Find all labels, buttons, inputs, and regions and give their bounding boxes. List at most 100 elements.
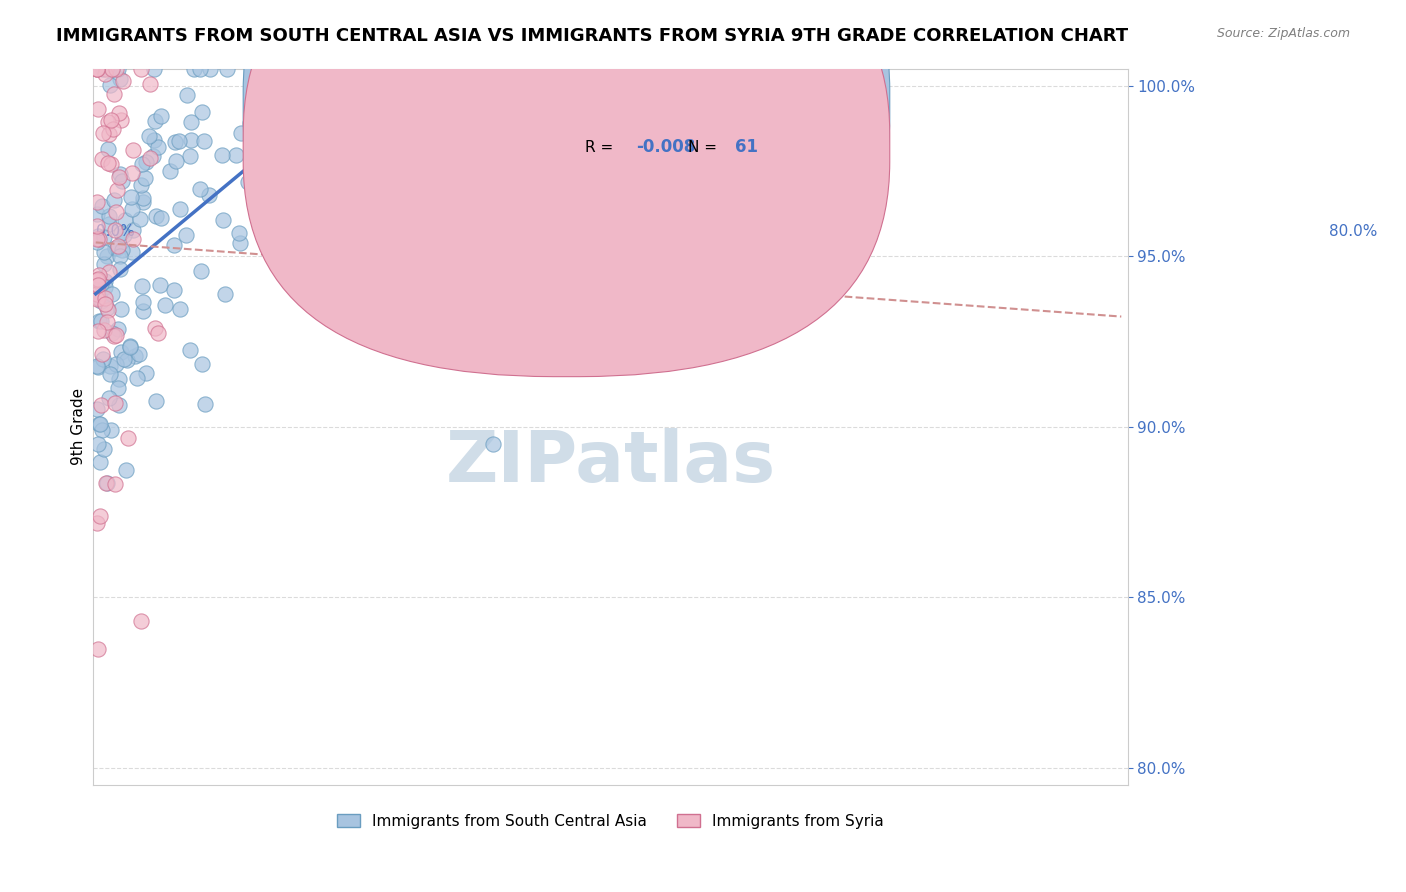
Point bbox=[482, 437, 505, 451]
Point bbox=[132, 191, 155, 205]
Point bbox=[214, 287, 236, 301]
Point bbox=[121, 202, 143, 216]
Point bbox=[308, 174, 330, 188]
Point bbox=[193, 135, 215, 149]
Point bbox=[107, 381, 129, 395]
Point bbox=[139, 151, 162, 165]
Point bbox=[169, 134, 191, 148]
Point bbox=[86, 62, 108, 76]
Text: N =: N = bbox=[688, 140, 717, 155]
Point bbox=[98, 78, 121, 93]
Point bbox=[183, 62, 205, 76]
Point bbox=[89, 509, 111, 524]
Point bbox=[101, 326, 124, 340]
Point bbox=[96, 155, 118, 169]
Text: -0.008: -0.008 bbox=[637, 138, 696, 156]
Point bbox=[121, 166, 143, 180]
Point bbox=[94, 274, 117, 288]
Point bbox=[179, 149, 201, 163]
Point bbox=[96, 249, 118, 263]
Point bbox=[96, 301, 118, 315]
Point bbox=[105, 183, 128, 197]
Point bbox=[120, 189, 142, 203]
Point bbox=[86, 219, 108, 233]
Point bbox=[212, 213, 235, 227]
Point bbox=[125, 370, 148, 384]
Point bbox=[108, 72, 131, 87]
Point bbox=[86, 207, 108, 221]
Point bbox=[217, 62, 239, 76]
Point bbox=[90, 199, 112, 213]
Point bbox=[145, 394, 167, 409]
Point bbox=[101, 122, 124, 136]
Point bbox=[89, 291, 111, 305]
Text: ZIPatlas: ZIPatlas bbox=[446, 428, 776, 497]
Point bbox=[96, 475, 118, 490]
Point bbox=[104, 395, 127, 409]
Point bbox=[229, 235, 252, 250]
Point bbox=[86, 62, 108, 76]
Text: 140: 140 bbox=[734, 95, 769, 113]
Point bbox=[132, 303, 155, 318]
Point bbox=[86, 273, 108, 287]
Point bbox=[363, 62, 385, 76]
Point bbox=[108, 250, 131, 264]
Point bbox=[122, 223, 145, 237]
Point bbox=[101, 287, 124, 301]
Point bbox=[131, 157, 153, 171]
Point bbox=[149, 277, 172, 292]
Text: R =: R = bbox=[585, 97, 613, 112]
Point bbox=[148, 140, 170, 154]
Text: 80.0%: 80.0% bbox=[1329, 224, 1378, 239]
Point bbox=[91, 351, 114, 366]
Point bbox=[87, 291, 110, 305]
Point bbox=[107, 322, 129, 336]
Point bbox=[148, 326, 170, 340]
Point bbox=[238, 175, 260, 189]
Point bbox=[86, 324, 108, 338]
Point bbox=[229, 127, 252, 141]
Point bbox=[104, 204, 127, 219]
Point bbox=[91, 346, 114, 360]
Point bbox=[87, 278, 110, 293]
Point bbox=[180, 133, 202, 147]
Point bbox=[86, 286, 108, 301]
Point bbox=[110, 345, 132, 359]
Point bbox=[188, 182, 211, 196]
Point bbox=[228, 226, 250, 240]
Point bbox=[211, 148, 233, 162]
Point bbox=[163, 135, 186, 149]
Point bbox=[97, 303, 120, 318]
Point bbox=[112, 227, 135, 242]
Point bbox=[159, 164, 181, 178]
Point bbox=[89, 417, 111, 432]
Point bbox=[277, 105, 299, 120]
Point bbox=[200, 62, 222, 76]
Point bbox=[155, 298, 177, 312]
Point bbox=[134, 171, 156, 186]
Point bbox=[110, 262, 132, 277]
Point bbox=[276, 85, 298, 99]
Point bbox=[128, 211, 150, 226]
Point bbox=[105, 241, 128, 255]
Point bbox=[86, 195, 108, 210]
Point bbox=[247, 87, 270, 102]
Point bbox=[91, 126, 114, 140]
Point bbox=[120, 340, 142, 354]
Point bbox=[122, 232, 145, 246]
Point bbox=[97, 217, 120, 231]
Point bbox=[165, 153, 187, 168]
Point bbox=[87, 417, 110, 431]
Point bbox=[129, 178, 152, 193]
Point bbox=[101, 62, 124, 76]
Point bbox=[135, 366, 157, 380]
Point bbox=[190, 357, 212, 371]
Point bbox=[111, 174, 134, 188]
Point bbox=[162, 284, 184, 298]
Point bbox=[110, 244, 132, 258]
Point bbox=[149, 109, 172, 123]
Point bbox=[176, 87, 198, 102]
Text: IMMIGRANTS FROM SOUTH CENTRAL ASIA VS IMMIGRANTS FROM SYRIA 9TH GRADE CORRELATIO: IMMIGRANTS FROM SOUTH CENTRAL ASIA VS IM… bbox=[56, 27, 1129, 45]
Point bbox=[90, 398, 112, 412]
Point bbox=[143, 113, 166, 128]
